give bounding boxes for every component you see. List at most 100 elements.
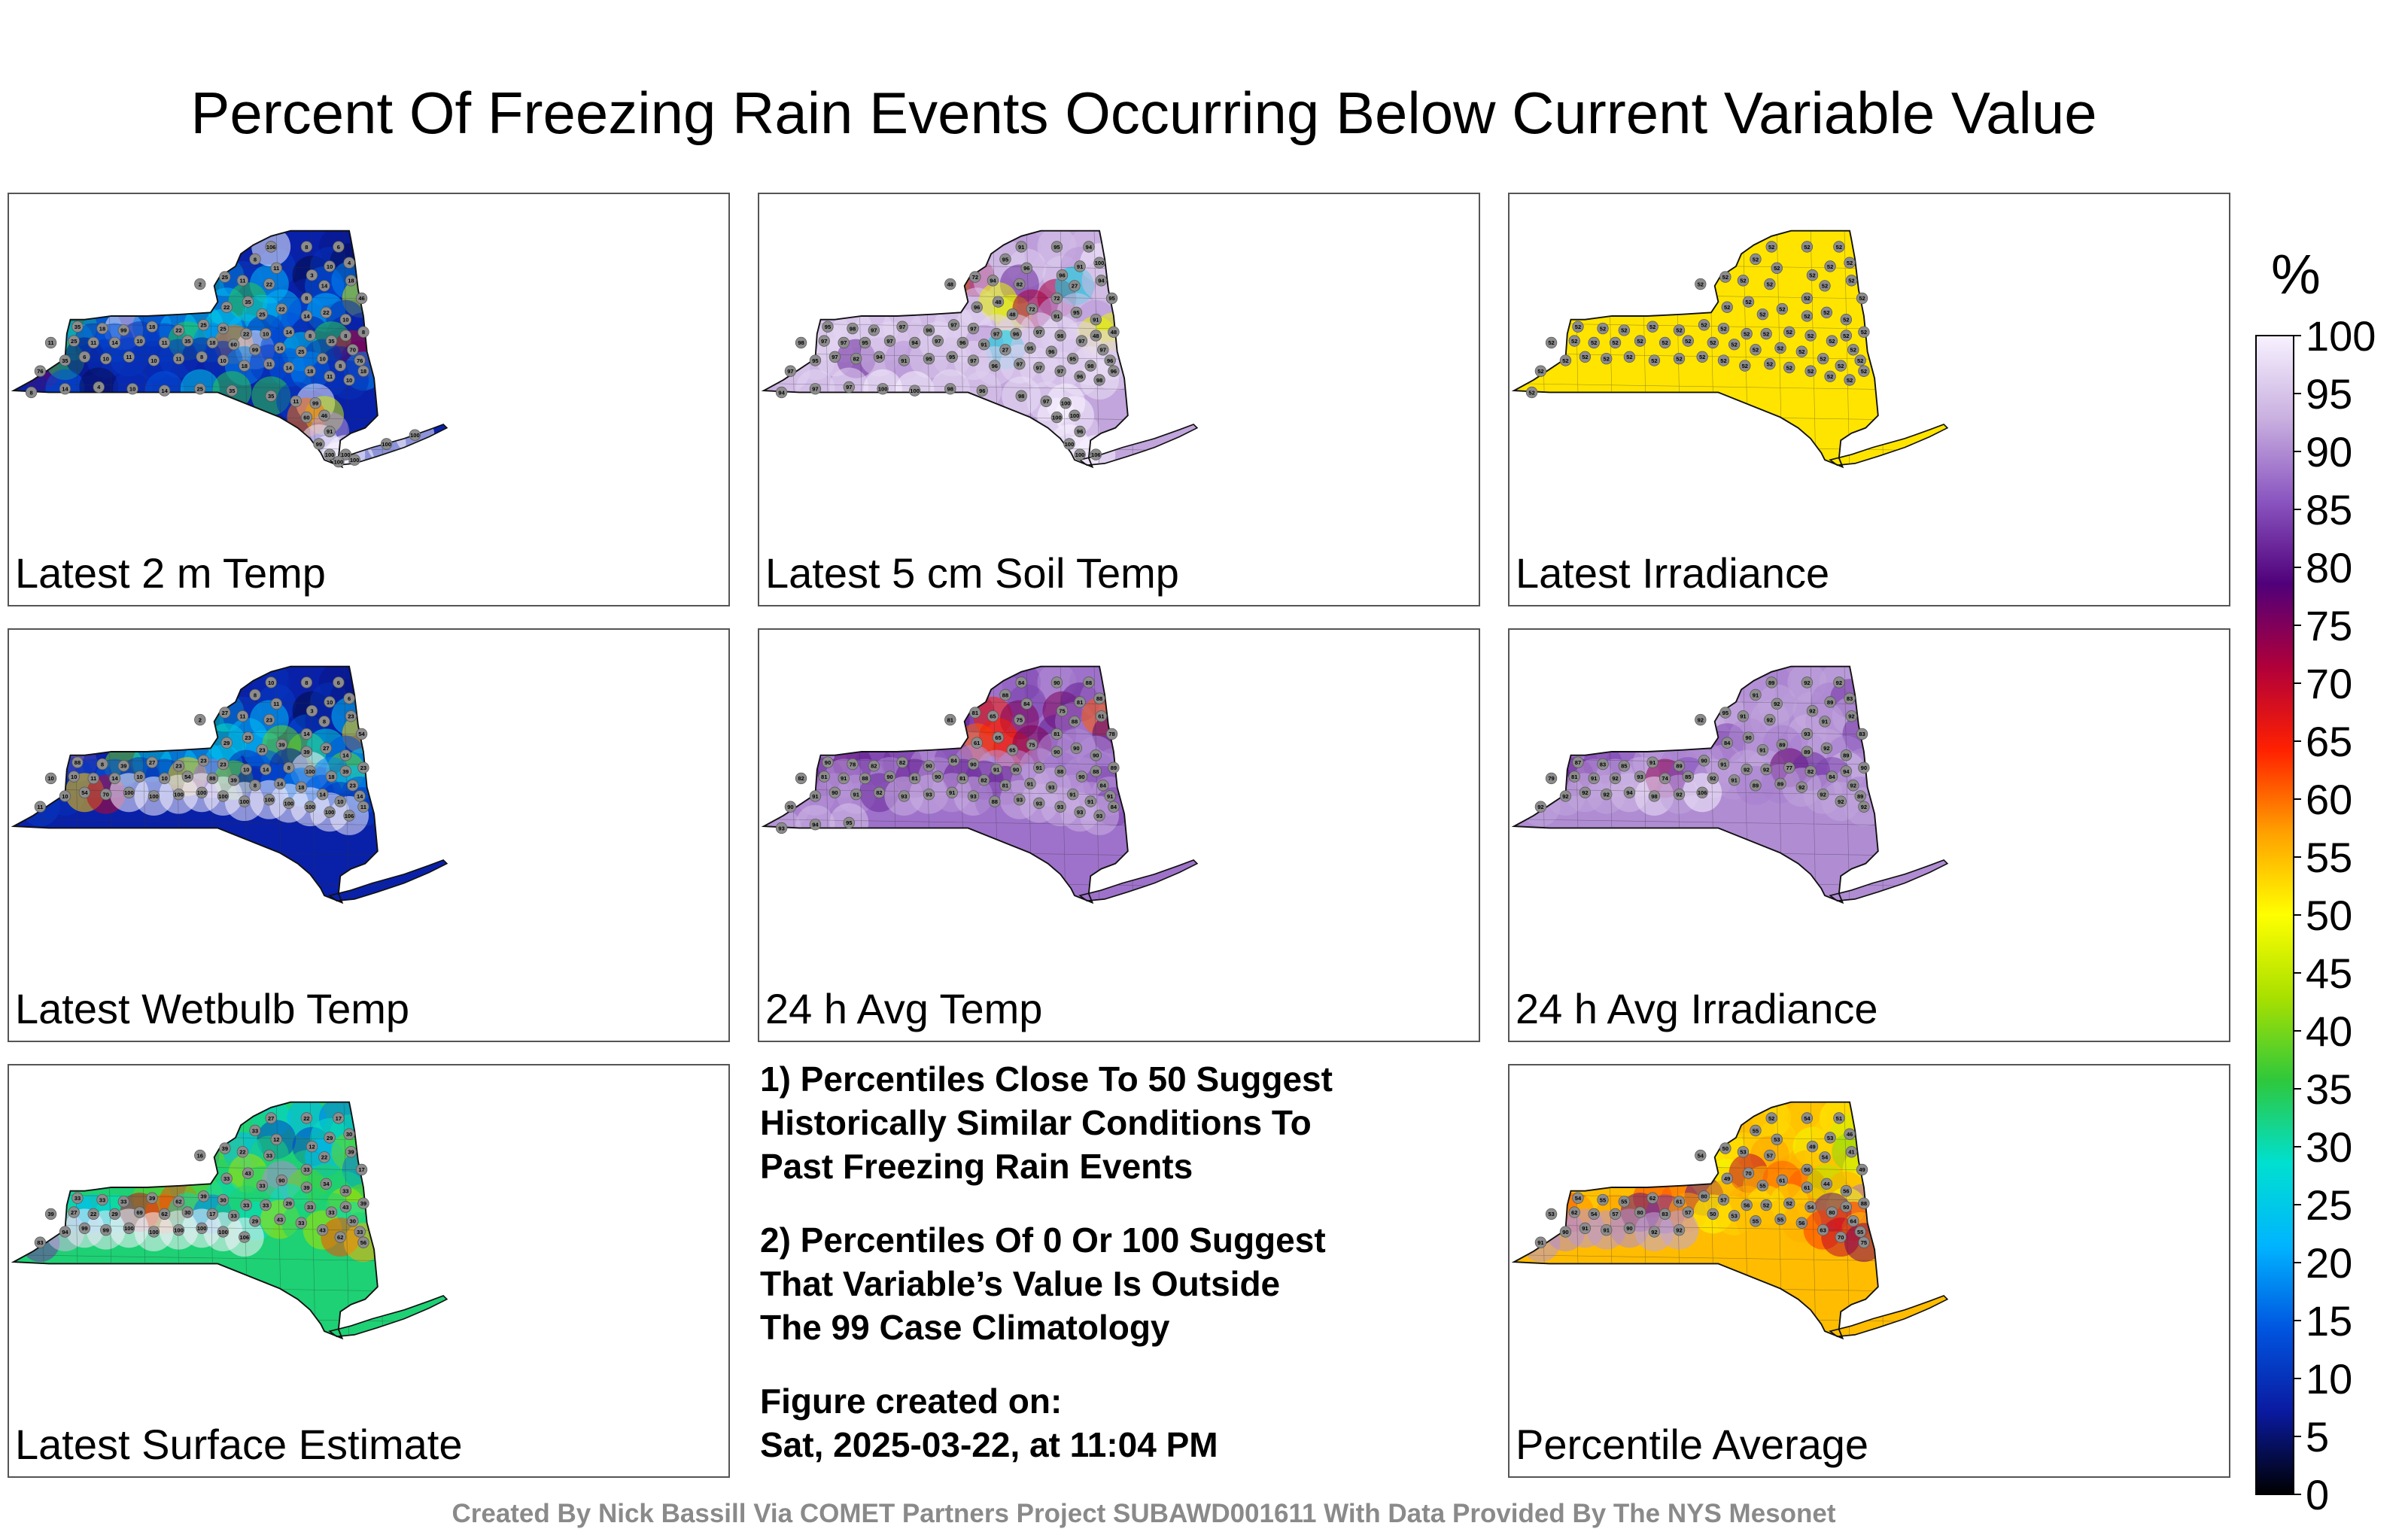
station-value-label: 90 xyxy=(1701,758,1707,764)
station-marker xyxy=(96,758,108,771)
station-value-label: 22 xyxy=(90,1211,96,1217)
station-marker xyxy=(123,1222,135,1234)
station-marker xyxy=(977,774,990,786)
station-marker xyxy=(44,336,57,349)
station-marker xyxy=(343,1128,355,1140)
station-marker xyxy=(969,271,981,283)
station-marker xyxy=(339,448,351,460)
station-marker xyxy=(197,1190,210,1202)
station-value-label: 49 xyxy=(1809,1144,1815,1150)
station-marker xyxy=(78,1222,91,1234)
station-value-label: 60 xyxy=(230,342,236,348)
station-value-label: 100 xyxy=(334,458,344,465)
station-marker xyxy=(68,335,80,347)
station-value-label: 27 xyxy=(268,1115,274,1122)
station-value-label: 106 xyxy=(240,1234,250,1241)
station-value-label: 87 xyxy=(1575,759,1581,766)
station-value-label: 93 xyxy=(901,793,907,800)
station-value-label: 92 xyxy=(1809,708,1815,715)
station-value-label: 52 xyxy=(1742,363,1748,369)
station-value-label: 52 xyxy=(1838,363,1844,369)
station-value-label: 33 xyxy=(303,1166,309,1173)
station-value-label: 97 xyxy=(1017,361,1023,368)
station-marker xyxy=(1742,296,1755,308)
station-value-label: 35 xyxy=(268,393,274,400)
station-marker xyxy=(1015,676,1027,688)
station-value-label: 14 xyxy=(342,752,349,759)
station-marker xyxy=(1760,763,1772,776)
station-marker xyxy=(1568,335,1580,347)
station-marker xyxy=(265,676,277,688)
station-marker xyxy=(1698,1190,1710,1202)
station-marker xyxy=(380,438,393,450)
station-marker xyxy=(908,385,921,397)
ny-state-map: 84 90 88 88 84 75 81 88 81 81 65 75 81 88 61 78 61 65 65 75… xyxy=(761,665,1199,904)
station-marker xyxy=(1673,352,1686,365)
station-value-label: 98 xyxy=(798,339,804,346)
station-value-label: 61 xyxy=(974,740,980,746)
station-value-label: 88 xyxy=(74,759,81,766)
station-value-label: 52 xyxy=(1710,339,1716,346)
station-value-label: 52 xyxy=(1827,373,1833,380)
station-marker xyxy=(194,713,206,726)
station-value-label: 100 xyxy=(306,804,315,810)
station-value-label: 18 xyxy=(298,784,304,791)
panel-latest-irradiance: 52 52 52 52 52 52 52 52 52 52 52 52 52 52 52 52 52 52 52 52… xyxy=(1508,193,2230,606)
station-marker xyxy=(947,755,960,767)
station-marker xyxy=(1597,758,1609,771)
station-marker xyxy=(147,1226,160,1238)
station-value-label: 52 xyxy=(1822,283,1828,290)
station-value-label: 80 xyxy=(1829,1209,1835,1216)
station-value-label: 48 xyxy=(1093,333,1099,339)
station-marker xyxy=(270,698,282,710)
station-marker xyxy=(1545,336,1558,349)
station-marker xyxy=(1108,801,1120,813)
station-marker xyxy=(1774,1213,1786,1226)
station-marker xyxy=(967,758,980,771)
station-marker xyxy=(775,822,788,834)
station-value-label: 50 xyxy=(1710,1211,1716,1217)
colorbar-tick-label: 60 xyxy=(2306,776,2352,823)
station-marker xyxy=(822,321,834,333)
station-marker xyxy=(1646,1192,1659,1204)
station-value-label: 54 xyxy=(1804,1115,1811,1122)
station-value-label: 65 xyxy=(995,734,1001,741)
station-marker xyxy=(992,296,1005,308)
station-value-label: 33 xyxy=(230,1213,236,1220)
station-value-label: 54 xyxy=(1698,1152,1704,1159)
station-marker xyxy=(1534,1236,1547,1248)
station-value-label: 43 xyxy=(277,1216,283,1223)
station-value-label: 52 xyxy=(1827,263,1833,270)
station-marker xyxy=(300,746,313,758)
station-value-label: 85 xyxy=(1685,774,1691,780)
station-marker xyxy=(1858,761,1870,774)
station-marker xyxy=(265,390,277,402)
station-value-label: 65 xyxy=(990,713,996,720)
station-value-label: 11 xyxy=(327,373,333,380)
station-marker xyxy=(1737,275,1750,287)
station-marker xyxy=(1817,788,1829,801)
station-value-label: 91 xyxy=(1107,793,1113,800)
station-marker xyxy=(944,278,956,290)
station-value-label: 52 xyxy=(1548,339,1554,346)
station-marker xyxy=(923,760,935,772)
station-marker xyxy=(306,269,318,281)
station-marker xyxy=(1750,253,1762,266)
station-marker xyxy=(300,1163,313,1176)
station-marker xyxy=(1033,797,1045,810)
station-value-label: 52 xyxy=(1804,313,1810,320)
station-value-label: 54 xyxy=(358,731,365,737)
station-marker xyxy=(1783,361,1795,374)
station-value-label: 57 xyxy=(1720,1196,1726,1203)
station-marker xyxy=(843,381,855,394)
station-marker xyxy=(1534,801,1547,813)
station-marker xyxy=(300,292,313,305)
station-value-label: 70 xyxy=(103,791,109,798)
station-marker xyxy=(1776,1174,1789,1187)
station-value-label: 52 xyxy=(1701,322,1707,329)
station-value-label: 91 xyxy=(901,357,907,364)
station-marker xyxy=(256,308,269,321)
station-value-label: 91 xyxy=(841,775,847,782)
station-value-label: 100 xyxy=(265,797,275,804)
station-value-label: 11 xyxy=(293,398,299,405)
